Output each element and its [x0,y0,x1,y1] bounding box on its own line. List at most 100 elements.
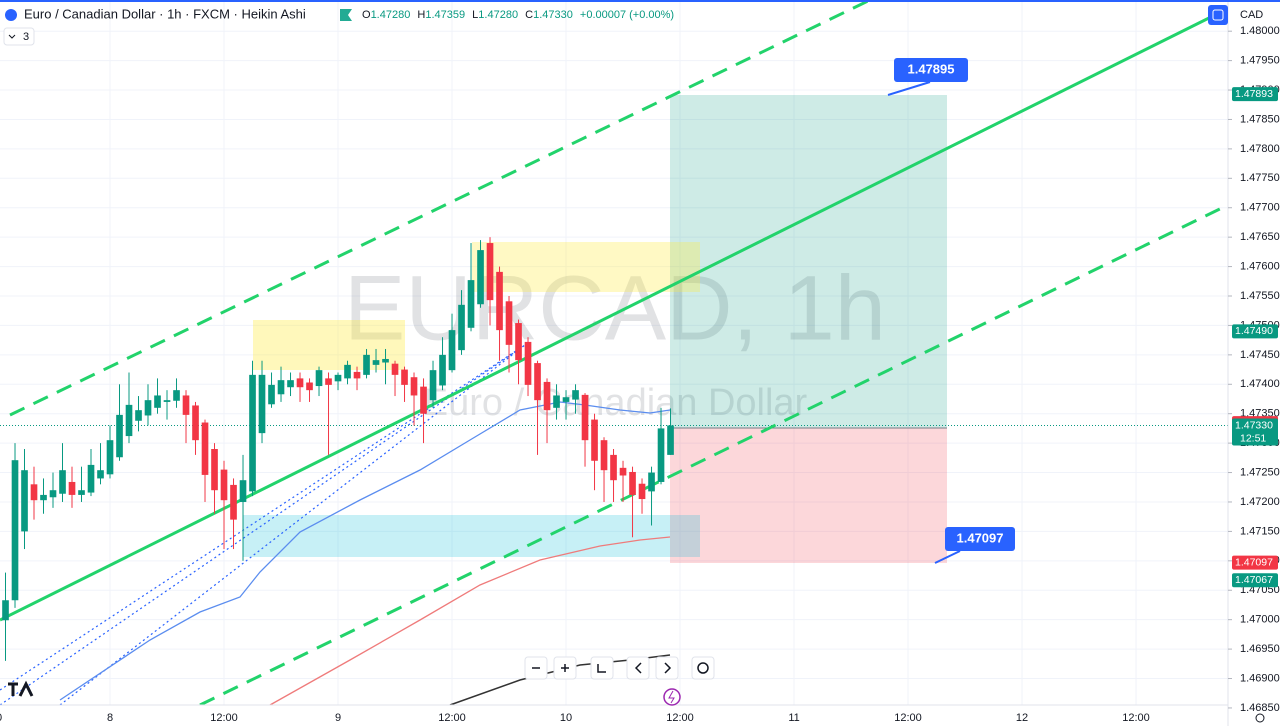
candle-body [49,490,57,498]
candle-body [230,484,237,520]
channel-lower[interactable] [199,203,1229,707]
stop-zone[interactable] [670,428,947,563]
ohlc-change: +0.00007 (+0.00%) [580,9,674,21]
candle-body [192,405,199,441]
candle-body [410,377,418,396]
stop-label-box[interactable] [945,527,1015,551]
supply-zone[interactable] [253,320,405,370]
supply-zone[interactable] [472,242,700,292]
target-label: 1.47895 [908,61,955,76]
x-tick-label: 8 [107,712,113,724]
candle-body [30,484,38,501]
x-tick-label: 12:00 [1122,712,1150,724]
ohlc-value: 1.47330 [533,9,573,21]
candle-body [21,470,28,532]
candle-body [486,243,494,301]
x-tick-label: 11 [788,712,799,724]
y-tick-label: 1.46950 [1240,643,1280,655]
target-zone[interactable] [670,95,947,428]
price-badge-label: 1.47893 [1235,88,1273,100]
symbol-title[interactable]: Euro / Canadian Dollar · 1h · FXCM · Hei… [24,6,306,21]
candle-body [553,395,560,408]
price-badge [1232,555,1278,570]
candle-body [239,480,247,502]
flag-icon[interactable] [340,9,352,21]
reset-button[interactable] [590,656,614,680]
demand-zone[interactable] [243,515,700,557]
candle-body [2,600,9,621]
refresh-button[interactable] [691,656,715,680]
refresh-icon [697,662,709,674]
candle-body [11,460,19,601]
ohlc-value: 1.47280 [478,9,518,21]
candle-body [106,440,114,475]
auto-scale-button[interactable] [1208,5,1228,25]
events-icon[interactable] [663,688,681,706]
y-tick-label: 1.47950 [1240,55,1280,67]
x-tick-label: 9 [335,712,341,724]
y-tick-label: 1.47150 [1240,525,1280,537]
candle-body [467,280,475,328]
candle-body [591,419,598,461]
candle-body [287,380,294,388]
ohlc-key: L [472,9,478,21]
currency[interactable]: CAD [1240,9,1263,21]
candle-body [116,414,123,458]
pitch-lines[interactable] [0,344,526,706]
candle-body [619,467,627,476]
scroll-right-button[interactable] [655,656,679,680]
moving-average [269,536,671,706]
channel-mid[interactable] [0,13,1216,622]
candle-body [182,395,190,415]
nav-icons [532,662,672,674]
candle-body [277,380,285,395]
candle-body [581,394,589,441]
y-tick-label: 1.46850 [1240,702,1280,714]
candles [2,237,674,661]
time-axis[interactable] [0,705,1228,726]
ohlc-key: H [417,9,425,21]
scroll-left-button[interactable] [626,656,650,680]
y-tick-label: 1.48000 [1240,25,1280,37]
candle-body [429,370,437,401]
candle-body [173,390,180,401]
y-tick-label: 1.47550 [1240,290,1280,302]
nav-toolbar [524,656,715,680]
y-tick-label: 1.47650 [1240,231,1280,243]
candle-body [87,464,95,493]
moving-average [59,401,671,701]
price-badge-label: 1.47490 [1235,325,1273,337]
price-badge-label: 1.47097 [1235,556,1273,568]
candle-body [68,481,76,495]
candle-body [363,354,370,375]
target-label-box[interactable] [894,58,968,82]
candle-body [144,400,152,416]
candle-body [515,323,522,361]
indicator-toggle[interactable] [3,27,35,46]
price-axis[interactable] [1228,0,1280,726]
candle-body [420,386,427,414]
candle-body [353,371,361,379]
button-icon [1212,9,1224,21]
x-tick-label: 12:00 [438,712,466,724]
watermark-name: Euro / Canadian Dollar [423,382,808,424]
x-tick-label: 12:00 [894,712,922,724]
candle-body [258,374,266,434]
candle-body [439,354,446,386]
x-tick-label: 10 [560,712,572,724]
candle-body [391,363,399,375]
candle-body [135,410,142,421]
y-tick-label: 1.47200 [1240,496,1280,508]
candle-body [657,428,665,482]
y-tick-label: 1.47700 [1240,202,1280,214]
y-tick-label: 1.47450 [1240,349,1280,361]
candle-body [40,494,47,501]
candle-body [334,374,342,382]
channel-upper[interactable] [9,0,871,417]
candle-body [382,358,389,363]
candle-body [249,374,256,492]
candle-body [505,301,513,345]
settings-icon[interactable] [1255,713,1265,723]
candle-body [610,454,617,481]
candle-body [562,397,570,402]
